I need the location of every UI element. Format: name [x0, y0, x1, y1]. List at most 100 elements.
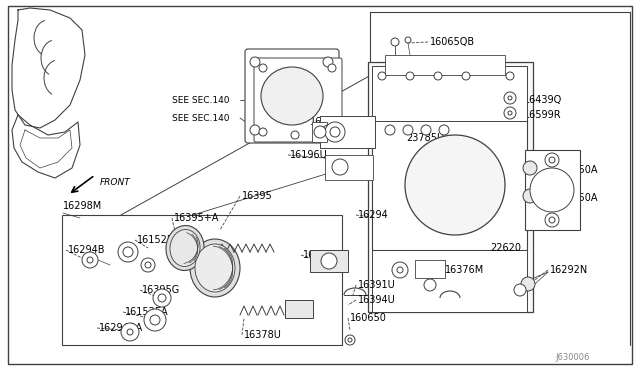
- Circle shape: [421, 125, 431, 135]
- Bar: [62, 215, 342, 345]
- Bar: [372, 66, 527, 121]
- Circle shape: [391, 38, 399, 46]
- Circle shape: [545, 213, 559, 227]
- Text: 16065QB: 16065QB: [430, 37, 475, 47]
- Text: 16152EA: 16152EA: [125, 307, 168, 317]
- Circle shape: [250, 125, 260, 135]
- Circle shape: [504, 107, 516, 119]
- Circle shape: [439, 125, 449, 135]
- Circle shape: [118, 242, 138, 262]
- Circle shape: [462, 72, 470, 80]
- Circle shape: [323, 57, 333, 67]
- Ellipse shape: [195, 244, 235, 292]
- Bar: [372, 120, 527, 250]
- Circle shape: [123, 247, 133, 257]
- Text: 16395: 16395: [242, 191, 273, 201]
- Circle shape: [332, 159, 348, 175]
- Text: 16295: 16295: [198, 270, 229, 280]
- Text: 16152E: 16152E: [310, 117, 347, 127]
- Text: 16294BA: 16294BA: [99, 323, 143, 333]
- Text: 16378U: 16378U: [244, 330, 282, 340]
- Circle shape: [523, 161, 537, 175]
- Text: 16128U: 16128U: [303, 250, 341, 260]
- Bar: [372, 250, 527, 312]
- Bar: [415, 260, 445, 278]
- Ellipse shape: [190, 239, 240, 297]
- Circle shape: [385, 125, 395, 135]
- Text: SEE SEC.140: SEE SEC.140: [172, 96, 230, 105]
- Text: 23785U: 23785U: [406, 133, 444, 143]
- Circle shape: [549, 157, 555, 163]
- Circle shape: [321, 253, 337, 269]
- Circle shape: [153, 289, 171, 307]
- Ellipse shape: [166, 225, 204, 270]
- Text: 16394U: 16394U: [358, 295, 396, 305]
- Circle shape: [328, 128, 336, 136]
- Text: 16395G: 16395G: [142, 285, 180, 295]
- Circle shape: [145, 262, 151, 268]
- Circle shape: [514, 284, 526, 296]
- Circle shape: [523, 189, 537, 203]
- Text: 16298M: 16298M: [63, 201, 102, 211]
- Circle shape: [325, 122, 345, 142]
- Text: 16376M: 16376M: [445, 265, 484, 275]
- Text: J630006: J630006: [556, 353, 590, 362]
- Circle shape: [87, 257, 93, 263]
- Text: 16196U: 16196U: [290, 150, 328, 160]
- FancyBboxPatch shape: [245, 49, 339, 143]
- Circle shape: [345, 335, 355, 345]
- Bar: [312, 122, 327, 142]
- Text: 16152E: 16152E: [137, 235, 174, 245]
- Bar: [385, 55, 505, 75]
- Ellipse shape: [170, 230, 200, 266]
- Circle shape: [259, 128, 267, 136]
- Text: 23781U: 23781U: [406, 103, 444, 113]
- Text: 16395+A: 16395+A: [174, 213, 220, 223]
- Circle shape: [330, 127, 340, 137]
- Circle shape: [291, 131, 299, 139]
- Circle shape: [403, 125, 413, 135]
- Circle shape: [158, 294, 166, 302]
- Text: 16439Q: 16439Q: [524, 95, 563, 105]
- Bar: [320, 116, 375, 148]
- Circle shape: [397, 267, 403, 273]
- Bar: [368, 62, 533, 312]
- Text: 160650A: 160650A: [555, 165, 598, 175]
- Text: FRONT: FRONT: [100, 177, 131, 186]
- Circle shape: [141, 258, 155, 272]
- Circle shape: [259, 64, 267, 72]
- Text: 160650: 160650: [350, 313, 387, 323]
- Circle shape: [549, 217, 555, 223]
- Circle shape: [405, 135, 505, 235]
- Circle shape: [521, 277, 535, 291]
- Polygon shape: [12, 115, 80, 178]
- Circle shape: [150, 315, 160, 325]
- FancyBboxPatch shape: [254, 58, 342, 142]
- Text: 16391U: 16391U: [358, 280, 396, 290]
- Circle shape: [545, 153, 559, 167]
- Circle shape: [348, 338, 352, 342]
- Circle shape: [406, 72, 414, 80]
- Ellipse shape: [261, 67, 323, 125]
- Circle shape: [392, 262, 408, 278]
- Circle shape: [504, 92, 516, 104]
- Text: 16292N: 16292N: [550, 265, 588, 275]
- Circle shape: [530, 168, 574, 212]
- Circle shape: [378, 72, 386, 80]
- Bar: [310, 250, 348, 272]
- Text: 160650A: 160650A: [555, 193, 598, 203]
- Text: SEE SEC.140: SEE SEC.140: [172, 113, 230, 122]
- Bar: [525, 150, 580, 230]
- Circle shape: [434, 72, 442, 80]
- Bar: [325, 155, 373, 180]
- Circle shape: [424, 279, 436, 291]
- Circle shape: [82, 252, 98, 268]
- Circle shape: [314, 126, 326, 138]
- Text: 16599R: 16599R: [524, 110, 562, 120]
- Circle shape: [508, 111, 512, 115]
- Text: 22620: 22620: [490, 243, 521, 253]
- Circle shape: [127, 329, 133, 335]
- Text: 16294: 16294: [358, 210, 388, 220]
- Circle shape: [506, 72, 514, 80]
- Bar: [285, 300, 313, 318]
